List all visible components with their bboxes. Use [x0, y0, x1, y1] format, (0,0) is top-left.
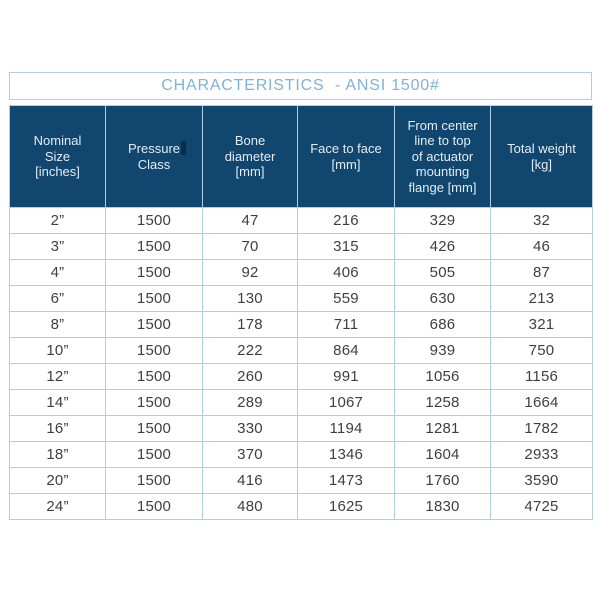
- title-bar: CHARACTERISTICS - ANSI 1500#: [9, 72, 592, 100]
- table-cell: 480: [202, 493, 298, 520]
- table-cell: 1500: [105, 389, 203, 416]
- table-cell: 2”: [9, 207, 106, 234]
- table-cell: 1067: [297, 389, 395, 416]
- table-row: 2” 1500 47 216 329 32: [9, 207, 593, 234]
- column-header-face-to-face: Face to face [mm]: [297, 105, 395, 208]
- table-cell: 1500: [105, 441, 203, 468]
- table-cell: 46: [490, 233, 593, 260]
- table-cell: 1500: [105, 467, 203, 494]
- table-header-row: Nominal Size [inches] Pressure Class Bon…: [9, 105, 593, 208]
- table-cell: 1500: [105, 363, 203, 390]
- table-body: 2” 1500 47 216 329 32 3” 1500 70 315 426 46 4” 1500 92…: [9, 207, 593, 520]
- table-cell: 92: [202, 259, 298, 286]
- table-cell: 416: [202, 467, 298, 494]
- table-row: 14” 1500 289 1067 1258 1664: [9, 389, 593, 416]
- table-cell: 14”: [9, 389, 106, 416]
- column-header-bone-diameter: Bone diameter [mm]: [202, 105, 298, 208]
- table-cell: 222: [202, 337, 298, 364]
- table-cell: 686: [394, 311, 491, 338]
- table-cell: 4725: [490, 493, 593, 520]
- table-cell: 32: [490, 207, 593, 234]
- table-cell: 1500: [105, 207, 203, 234]
- table-cell: 4”: [9, 259, 106, 286]
- table-cell: 1500: [105, 259, 203, 286]
- table-row: 12” 1500 260 991 1056 1156: [9, 363, 593, 390]
- column-header-total-weight: Total weight [kg]: [490, 105, 593, 208]
- table-cell: 1500: [105, 493, 203, 520]
- table-cell: 213: [490, 285, 593, 312]
- table-cell: 1281: [394, 415, 491, 442]
- table-cell: 329: [394, 207, 491, 234]
- table-cell: 1782: [490, 415, 593, 442]
- table-cell: 939: [394, 337, 491, 364]
- table-cell: 559: [297, 285, 395, 312]
- table-cell: 1830: [394, 493, 491, 520]
- table-cell: 711: [297, 311, 395, 338]
- table-cell: 630: [394, 285, 491, 312]
- table-cell: 750: [490, 337, 593, 364]
- table-cell: 1156: [490, 363, 593, 390]
- table-cell: 330: [202, 415, 298, 442]
- column-header-centerline-to-flange: From center line to top of actuator moun…: [394, 105, 491, 208]
- table-cell: 130: [202, 285, 298, 312]
- table-cell: 260: [202, 363, 298, 390]
- table-cell: 2933: [490, 441, 593, 468]
- table-cell: 1500: [105, 415, 203, 442]
- table-cell: 47: [202, 207, 298, 234]
- table-cell: 1258: [394, 389, 491, 416]
- table-cell: 991: [297, 363, 395, 390]
- table-cell: 12”: [9, 363, 106, 390]
- table-row: 16” 1500 330 1194 1281 1782: [9, 415, 593, 442]
- table-row: 4” 1500 92 406 505 87: [9, 259, 593, 286]
- table-title: CHARACTERISTICS - ANSI 1500#: [161, 77, 440, 94]
- table-row: 6” 1500 130 559 630 213: [9, 285, 593, 312]
- table-cell: 1500: [105, 311, 203, 338]
- table-cell: 20”: [9, 467, 106, 494]
- table-cell: 426: [394, 233, 491, 260]
- table-cell: 1625: [297, 493, 395, 520]
- table-cell: 216: [297, 207, 395, 234]
- table-cell: 505: [394, 259, 491, 286]
- table-cell: 370: [202, 441, 298, 468]
- table-cell: 1194: [297, 415, 395, 442]
- table-row: 20” 1500 416 1473 1760 3590: [9, 467, 593, 494]
- table-cell: 3”: [9, 233, 106, 260]
- column-header-nominal-size: Nominal Size [inches]: [9, 105, 106, 208]
- table-container: CHARACTERISTICS - ANSI 1500# Nominal Siz…: [9, 72, 593, 520]
- table-cell: 1473: [297, 467, 395, 494]
- table-cell: 178: [202, 311, 298, 338]
- cursor-artifact: [181, 141, 186, 155]
- table-cell: 87: [490, 259, 593, 286]
- table-row: 10” 1500 222 864 939 750: [9, 337, 593, 364]
- table-cell: 8”: [9, 311, 106, 338]
- column-header-pressure-class-label: Pressure Class: [127, 140, 181, 172]
- column-header-pressure-class: Pressure Class: [105, 105, 203, 208]
- table-cell: 1346: [297, 441, 395, 468]
- table-cell: 3590: [490, 467, 593, 494]
- table-cell: 6”: [9, 285, 106, 312]
- table-cell: 406: [297, 259, 395, 286]
- table-cell: 321: [490, 311, 593, 338]
- table-cell: 1760: [394, 467, 491, 494]
- table-cell: 1056: [394, 363, 491, 390]
- table-cell: 289: [202, 389, 298, 416]
- table-cell: 1500: [105, 233, 203, 260]
- table-row: 18” 1500 370 1346 1604 2933: [9, 441, 593, 468]
- table-row: 3” 1500 70 315 426 46: [9, 233, 593, 260]
- table-cell: 864: [297, 337, 395, 364]
- table-cell: 10”: [9, 337, 106, 364]
- table-cell: 315: [297, 233, 395, 260]
- table-row: 8” 1500 178 711 686 321: [9, 311, 593, 338]
- table-cell: 70: [202, 233, 298, 260]
- data-table: Nominal Size [inches] Pressure Class Bon…: [9, 105, 593, 520]
- table-cell: 1604: [394, 441, 491, 468]
- table-row: 24” 1500 480 1625 1830 4725: [9, 493, 593, 520]
- table-cell: 1500: [105, 337, 203, 364]
- table-cell: 1500: [105, 285, 203, 312]
- table-cell: 1664: [490, 389, 593, 416]
- table-cell: 16”: [9, 415, 106, 442]
- table-cell: 18”: [9, 441, 106, 468]
- table-cell: 24”: [9, 493, 106, 520]
